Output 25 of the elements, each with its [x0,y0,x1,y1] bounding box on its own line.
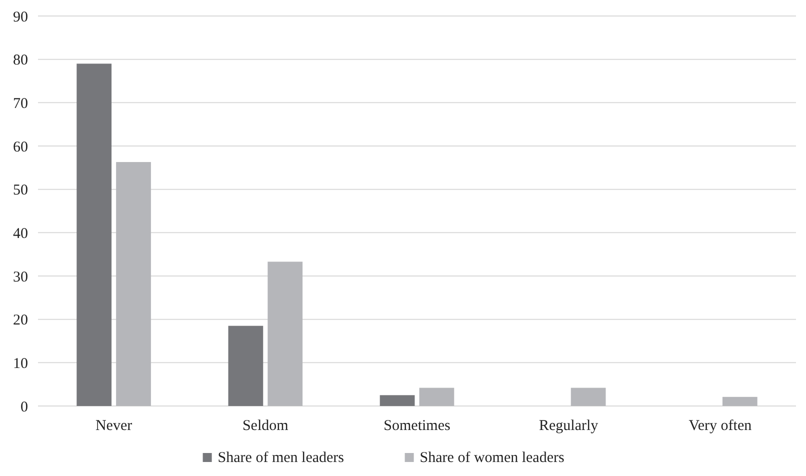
y-tick-label: 10 [13,356,28,372]
legend-label: Share of men leaders [218,450,344,466]
bar [228,326,264,406]
x-tick-label: Regularly [539,418,599,434]
bar [419,388,454,406]
bar [76,64,112,406]
y-tick-label: 90 [13,9,28,26]
y-tick-label: 0 [20,399,28,416]
y-tick-label: 80 [13,52,28,69]
y-tick-label: 30 [13,269,28,286]
x-tick-label: Seldom [242,418,289,434]
bar [268,262,303,406]
x-tick-label: Sometimes [384,418,450,434]
y-tick-label: 20 [13,312,28,329]
y-tick-label: 50 [13,182,28,199]
bar [570,388,606,406]
bar [380,395,415,406]
bar [722,396,758,406]
y-tick-label: 40 [13,226,28,242]
y-tick-label: 70 [13,96,28,112]
x-tick-label: Very often [688,418,752,434]
legend-label: Share of women leaders [420,450,564,466]
x-tick-label: Never [95,418,132,434]
y-tick-label: 60 [13,139,28,156]
bar [116,162,151,406]
